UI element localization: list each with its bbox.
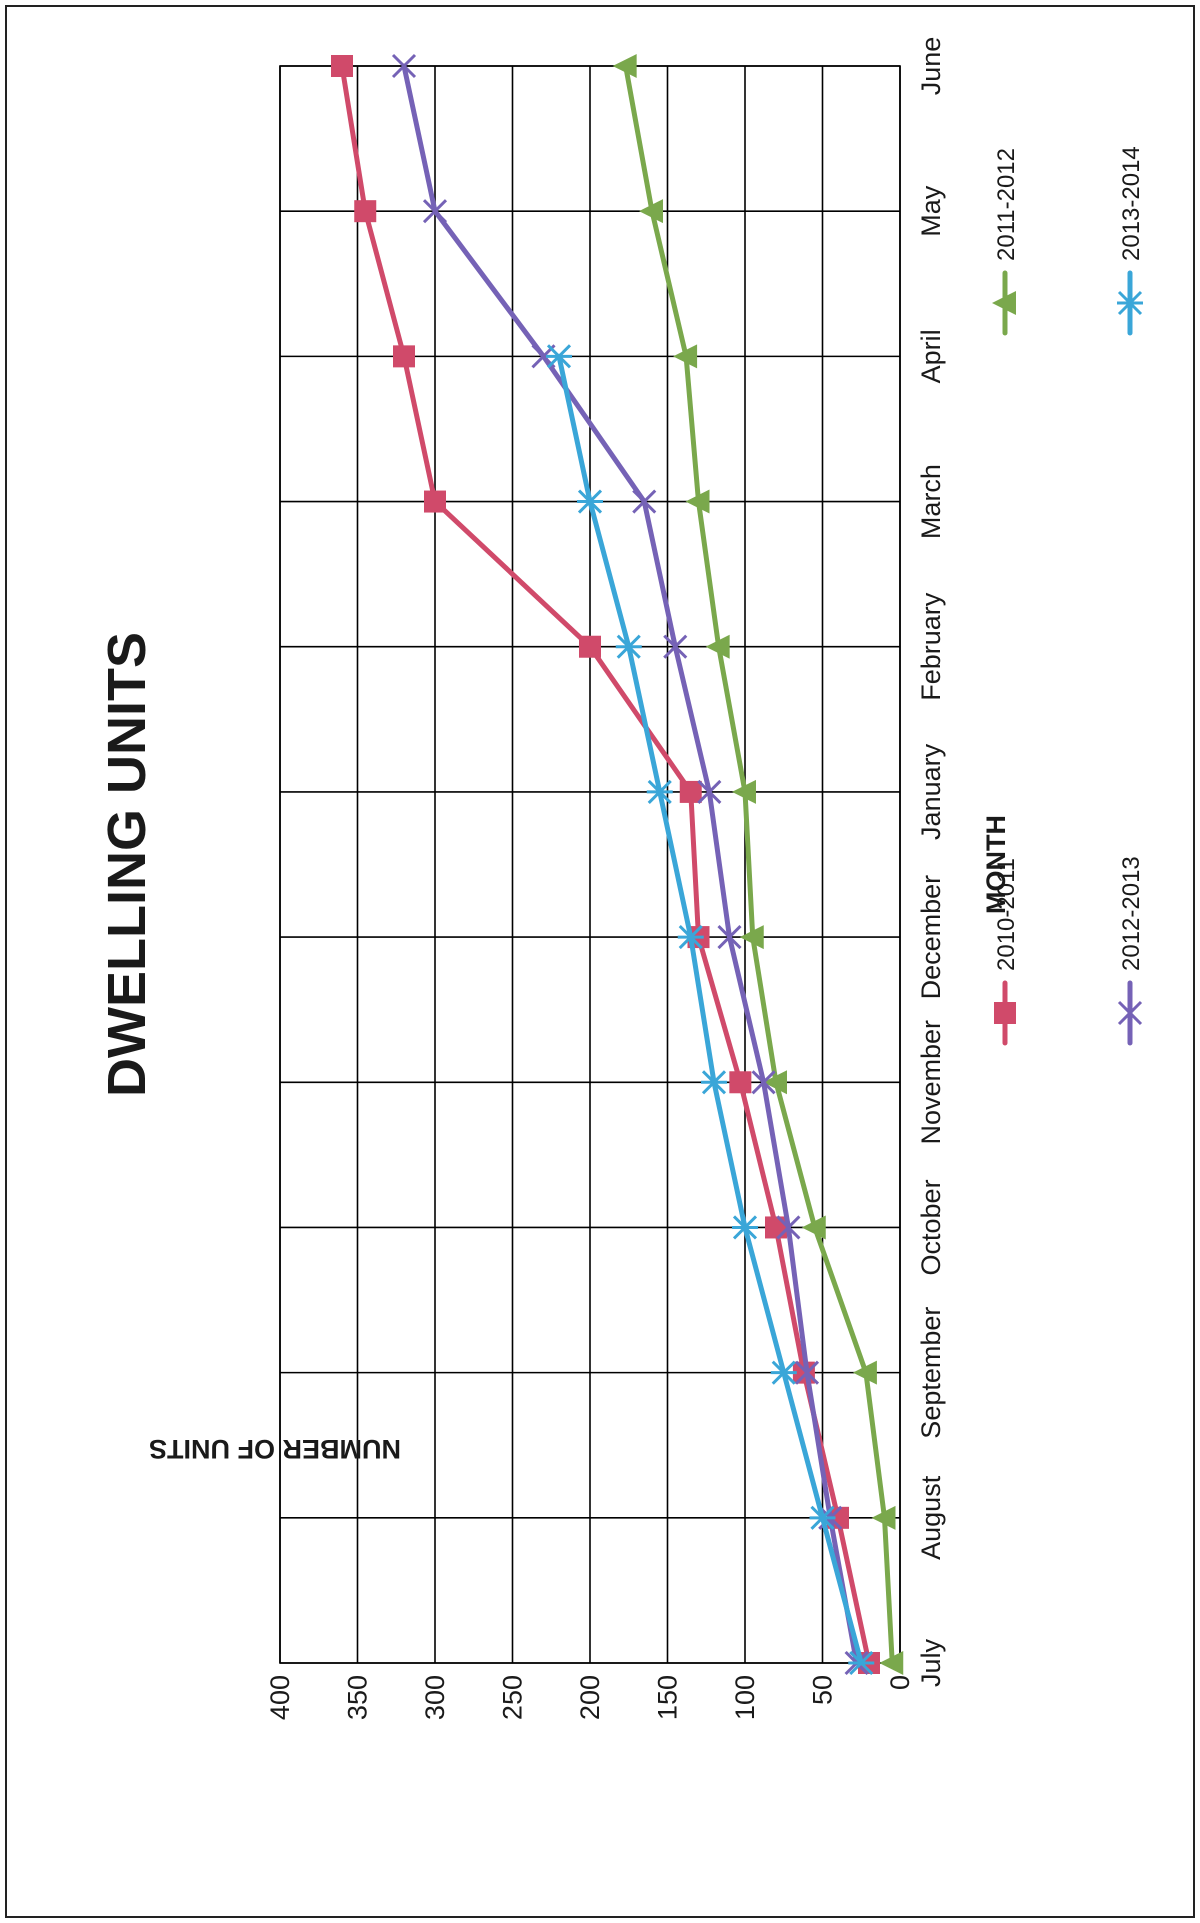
- legend: 2010-2011 2011-2012 2012-2013 2013-2014: [992, 146, 1145, 1046]
- series-2013-2014: [546, 344, 875, 1676]
- asterisk-marker: [677, 925, 704, 950]
- y-tick-label: 300: [420, 1675, 450, 1720]
- x-tick-label: June: [916, 37, 946, 96]
- asterisk-marker: [848, 1650, 875, 1676]
- gridlines: [279, 65, 901, 1664]
- x-tick-label: August: [916, 1475, 946, 1560]
- square-marker: [765, 1216, 787, 1239]
- y-tick-label: 100: [730, 1675, 760, 1720]
- legend-label: 2011-2012: [993, 148, 1020, 261]
- legend-item-2011-2012: 2011-2012: [992, 148, 1020, 336]
- y-tick-label: 50: [808, 1675, 838, 1705]
- y-tick-label: 200: [575, 1675, 605, 1720]
- square-marker: [729, 1071, 752, 1094]
- legend-item-2012-2013: 2012-2013: [1117, 856, 1145, 1046]
- legend-label: 2010-2011: [993, 858, 1020, 971]
- triangle-marker: [673, 344, 698, 369]
- series-line: [556, 353, 864, 1666]
- triangle-marker: [801, 1215, 826, 1240]
- x-tick-label: April: [916, 329, 946, 383]
- x-tick-label: May: [916, 185, 946, 237]
- x-marker: [632, 489, 657, 514]
- x-tick-label: July: [916, 1638, 946, 1687]
- x-axis-title: MONTH: [981, 815, 1011, 914]
- asterisk-marker: [546, 344, 572, 369]
- asterisk-marker: [615, 634, 642, 659]
- square-marker: [331, 55, 353, 77]
- square-marker: [679, 780, 702, 803]
- square-marker: [393, 345, 415, 368]
- legend-item-2013-2014: 2013-2014: [1117, 146, 1145, 336]
- asterisk-marker: [732, 1215, 758, 1240]
- x-tick-label: January: [916, 743, 946, 840]
- asterisk-marker: [770, 1360, 797, 1385]
- legend-label: 2013-2014: [1118, 146, 1145, 261]
- square-marker: [579, 635, 601, 658]
- x-tick-label: November: [916, 1020, 946, 1145]
- rotated-chart-group: DWELLING UNITS 050100150200250300350400 …: [97, 37, 1145, 1720]
- chart-title: DWELLING UNITS: [97, 632, 157, 1097]
- triangle-marker: [705, 634, 730, 659]
- triangle-marker: [879, 1651, 904, 1675]
- x-marker: [1117, 1000, 1143, 1026]
- x-tick-label: October: [916, 1179, 946, 1275]
- y-tick-label: 150: [653, 1675, 683, 1720]
- x-marker: [697, 779, 722, 804]
- x-marker: [751, 1070, 776, 1095]
- legend-item-2010-2011: 2010-2011: [993, 858, 1020, 1046]
- triangle-marker: [612, 54, 637, 78]
- series-2011-2012: [612, 54, 904, 1675]
- x-tick-label: September: [916, 1307, 946, 1439]
- asterisk-marker: [809, 1505, 836, 1530]
- x-axis-ticks: July August September October November Decemb…: [916, 37, 946, 1687]
- triangle-marker: [871, 1505, 896, 1530]
- x-marker: [663, 634, 688, 659]
- asterisk-marker: [701, 1070, 727, 1095]
- triangle-marker: [852, 1360, 877, 1385]
- x-marker: [717, 925, 742, 950]
- square-marker: [994, 1002, 1016, 1024]
- x-marker: [422, 199, 448, 224]
- x-tick-label: December: [916, 875, 946, 1000]
- asterisk-marker: [577, 489, 603, 514]
- asterisk-marker: [646, 779, 673, 804]
- series-line: [623, 63, 895, 1666]
- chart-frame: [5, 5, 1195, 1918]
- legend-label: 2012-2013: [1118, 856, 1145, 971]
- series-2012-2013: [391, 53, 869, 1676]
- x-tick-label: March: [916, 464, 946, 539]
- series-line: [401, 63, 860, 1666]
- triangle-marker: [739, 925, 764, 950]
- series-line: [339, 63, 872, 1666]
- triangle-marker: [763, 1070, 787, 1095]
- y-tick-label: 350: [343, 1675, 373, 1720]
- y-tick-label: 0: [885, 1675, 915, 1690]
- triangle-marker: [639, 199, 663, 224]
- x-marker: [391, 53, 417, 79]
- triangle-marker: [685, 489, 710, 514]
- y-tick-label: 250: [498, 1675, 528, 1720]
- square-marker: [424, 490, 446, 513]
- y-axis-ticks: 0 50 100 150 200 250 300 350 400: [265, 1675, 915, 1720]
- square-marker: [354, 200, 377, 223]
- triangle-marker: [992, 291, 1016, 315]
- y-tick-label: 400: [265, 1675, 295, 1720]
- x-marker: [794, 1360, 820, 1385]
- x-marker: [776, 1215, 801, 1240]
- plot-area-border: [279, 65, 901, 1664]
- y-axis-title: NUMBER OF UNITS: [149, 1434, 401, 1464]
- x-tick-label: February: [916, 592, 946, 701]
- asterisk-marker: [1117, 290, 1143, 316]
- series-layer: [331, 53, 904, 1676]
- triangle-marker: [732, 779, 756, 804]
